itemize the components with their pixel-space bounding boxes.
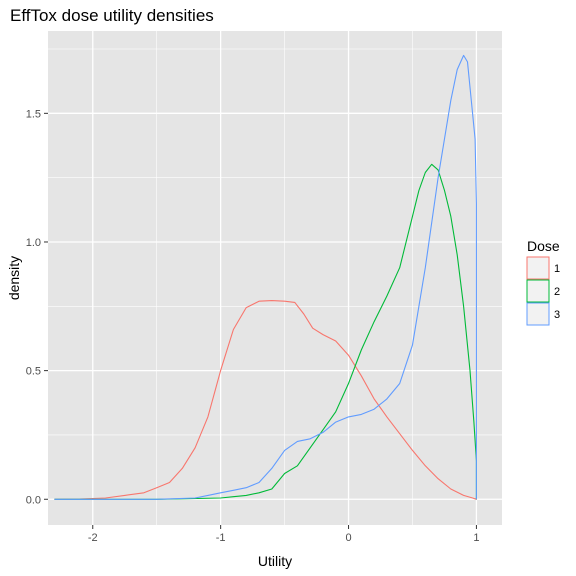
x-tick-label: 1 (473, 532, 479, 544)
legend-key-dose-3 (527, 303, 549, 325)
x-tick-label: -1 (216, 532, 226, 544)
y-tick-label: 0.0 (26, 494, 41, 506)
y-axis-label: density (6, 256, 22, 300)
legend-key-dose-2 (527, 280, 549, 302)
legend: Dose 1 2 3 (527, 238, 560, 325)
plot-panel (48, 31, 502, 525)
y-tick-label: 1.0 (26, 237, 41, 249)
x-axis-label: Utility (258, 553, 292, 569)
x-tick-label: 0 (345, 532, 351, 544)
y-tick-label: 0.5 (26, 366, 41, 378)
legend-items: 1 2 3 (527, 257, 560, 325)
legend-title: Dose (527, 238, 560, 254)
legend-label-dose-2: 2 (554, 286, 560, 298)
legend-label-dose-3: 3 (554, 309, 560, 321)
chart-title: EffTox dose utility densities (10, 6, 214, 25)
y-tick-label: 1.5 (26, 108, 41, 120)
x-tick-label: -2 (88, 532, 98, 544)
y-axis-ticks: 0.0 0.5 1.0 1.5 (26, 108, 48, 506)
legend-label-dose-1: 1 (554, 263, 560, 275)
x-axis-ticks: -2 -1 0 1 (88, 525, 480, 544)
legend-key-dose-1 (527, 257, 549, 279)
